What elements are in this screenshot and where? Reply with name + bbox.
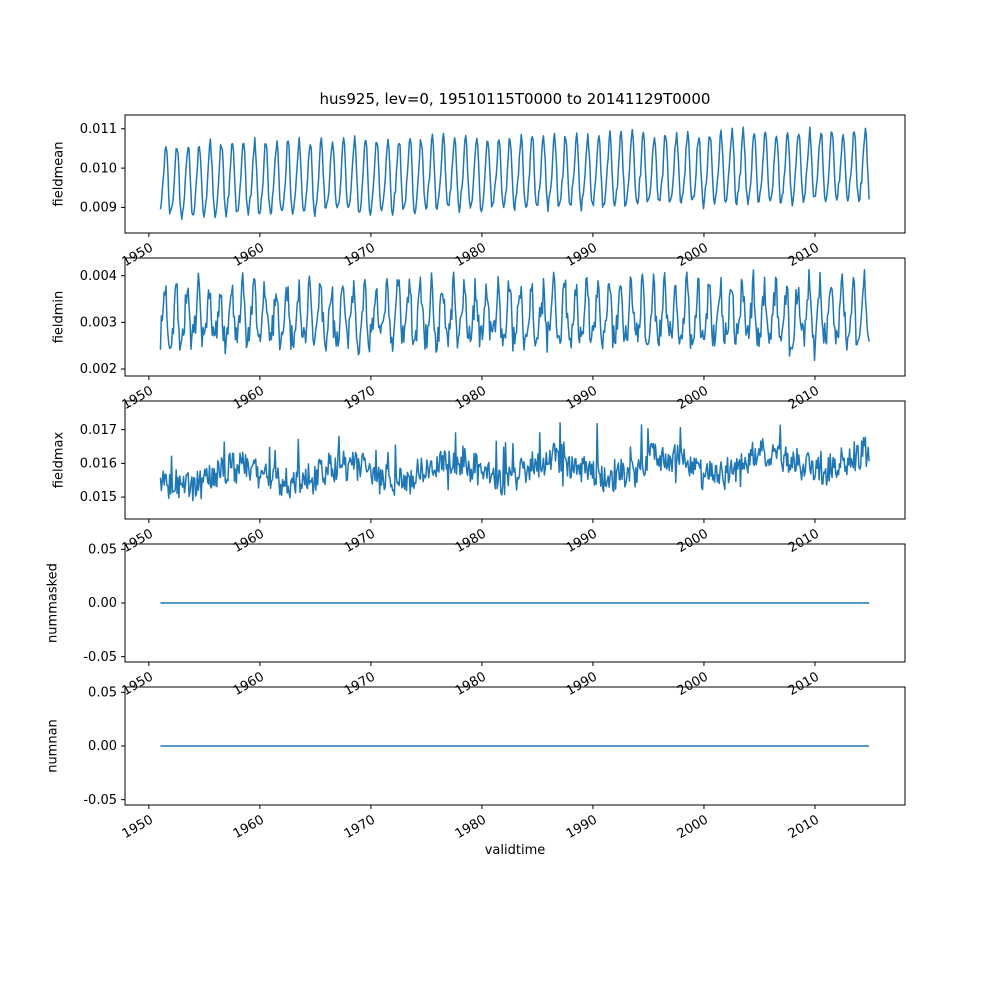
x-tick-label: 1970 bbox=[342, 669, 378, 699]
x-tick-label: 2000 bbox=[675, 812, 711, 842]
x-tick-label: 2010 bbox=[786, 383, 822, 413]
x-tick-label: 1960 bbox=[231, 383, 267, 413]
x-tick-label: 1960 bbox=[231, 669, 267, 699]
y-tick-label: 0.00 bbox=[88, 596, 117, 611]
axes-frame bbox=[124, 686, 906, 806]
axes-frame bbox=[124, 114, 906, 234]
data-line-fieldmean bbox=[159, 126, 870, 221]
subplot-numnan: -0.05 0.00 0.05 1950 1960 1970 1980 1990 2000 201… bbox=[83, 686, 906, 842]
x-tick-label: 2010 bbox=[786, 240, 822, 270]
y-tick-label: 0.003 bbox=[80, 316, 117, 331]
y-tick-label: 0.004 bbox=[80, 269, 117, 284]
y-tick-label: 0.015 bbox=[80, 490, 117, 505]
chart-title: hus925, lev=0, 19510115T0000 to 20141129… bbox=[319, 90, 711, 108]
x-tick-label: 1960 bbox=[231, 812, 267, 842]
x-tick-label: 1980 bbox=[453, 383, 489, 413]
x-tick-label: 2000 bbox=[675, 240, 711, 270]
y-tick-label: -0.05 bbox=[83, 793, 117, 808]
y-tick-label: 0.009 bbox=[80, 201, 117, 216]
x-tick-label: 1980 bbox=[453, 812, 489, 842]
x-tick-label: 1950 bbox=[120, 812, 156, 842]
x-tick-label: 2000 bbox=[675, 383, 711, 413]
x-tick-label: 2010 bbox=[786, 812, 822, 842]
x-tick-label: 2010 bbox=[786, 669, 822, 699]
x-axis-label: validtime bbox=[484, 843, 546, 858]
x-tick-label: 1970 bbox=[342, 812, 378, 842]
y-tick-label: 0.002 bbox=[80, 362, 117, 377]
x-tick-label: 1960 bbox=[231, 526, 267, 556]
x-tick-label: 1990 bbox=[564, 240, 600, 270]
x-tick-label: 1980 bbox=[453, 526, 489, 556]
y-tick-label: 0.05 bbox=[88, 543, 117, 558]
y-tick-label: -0.05 bbox=[83, 650, 117, 665]
x-tick-label: 1970 bbox=[342, 383, 378, 413]
x-tick-label: 1980 bbox=[453, 669, 489, 699]
y-tick-label: 0.017 bbox=[80, 423, 117, 438]
x-tick-label: 1990 bbox=[564, 812, 600, 842]
x-tick-label: 2010 bbox=[786, 526, 822, 556]
x-tick-label: 1960 bbox=[231, 240, 267, 270]
x-tick-label: 2000 bbox=[675, 526, 711, 556]
axes-frame bbox=[124, 400, 906, 520]
y-tick-label: 0.016 bbox=[80, 457, 117, 472]
data-line-fieldmin bbox=[159, 268, 870, 362]
x-tick-label: 1980 bbox=[453, 240, 489, 270]
y-tick-label: 0.05 bbox=[88, 686, 117, 701]
x-tick-label: 1990 bbox=[564, 526, 600, 556]
x-tick-label: 1970 bbox=[342, 526, 378, 556]
axes-frame bbox=[124, 543, 906, 663]
x-tick-label: 1990 bbox=[564, 383, 600, 413]
y-tick-label: 0.010 bbox=[80, 161, 117, 176]
x-tick-label: 2000 bbox=[675, 669, 711, 699]
data-line-fieldmax bbox=[159, 421, 870, 502]
y-tick-label: 0.011 bbox=[80, 122, 117, 137]
x-tick-label: 1990 bbox=[564, 669, 600, 699]
x-tick-label: 1970 bbox=[342, 240, 378, 270]
axes-frame bbox=[124, 257, 906, 377]
y-tick-label: 0.00 bbox=[88, 739, 117, 754]
